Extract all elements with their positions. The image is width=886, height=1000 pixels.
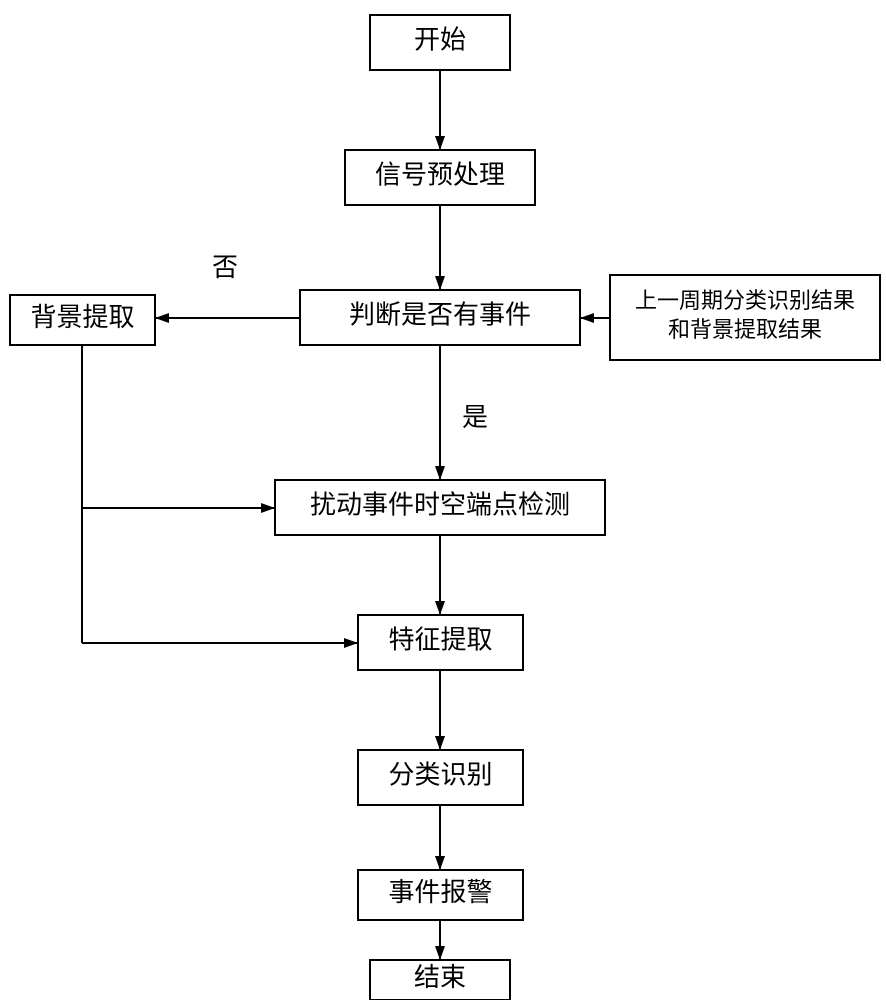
node-preprocess: 信号预处理	[345, 150, 535, 205]
node-label-prev-line1: 和背景提取结果	[668, 317, 822, 342]
node-label-classify: 分类识别	[388, 760, 492, 789]
node-label-feature: 特征提取	[388, 625, 492, 654]
node-label-prev-line0: 上一周期分类识别结果	[635, 288, 855, 313]
node-feature: 特征提取	[358, 615, 523, 670]
node-end: 结束	[370, 960, 510, 1000]
node-label-preprocess: 信号预处理	[375, 160, 505, 189]
node-label-end: 结束	[414, 963, 466, 992]
edge-label-judge-detect: 是	[462, 403, 488, 432]
node-start: 开始	[370, 15, 510, 70]
node-label-judge: 判断是否有事件	[349, 300, 531, 329]
flowchart-canvas: 否是 开始信号预处理判断是否有事件 上一周期分类识别结果和背景提取结果 背景提取扰动事…	[0, 0, 886, 1000]
edge-label-judge-bg: 否	[212, 253, 238, 282]
node-label-start: 开始	[414, 25, 466, 54]
node-label-detect: 扰动事件时空端点检测	[310, 490, 570, 519]
node-label-bg: 背景提取	[30, 303, 134, 332]
node-detect: 扰动事件时空端点检测	[275, 480, 605, 535]
node-classify: 分类识别	[358, 750, 523, 805]
node-label-alarm: 事件报警	[388, 878, 492, 907]
node-alarm: 事件报警	[358, 870, 523, 920]
node-bg: 背景提取	[10, 295, 155, 345]
node-prev: 上一周期分类识别结果和背景提取结果	[610, 275, 880, 360]
node-judge: 判断是否有事件	[300, 290, 580, 345]
